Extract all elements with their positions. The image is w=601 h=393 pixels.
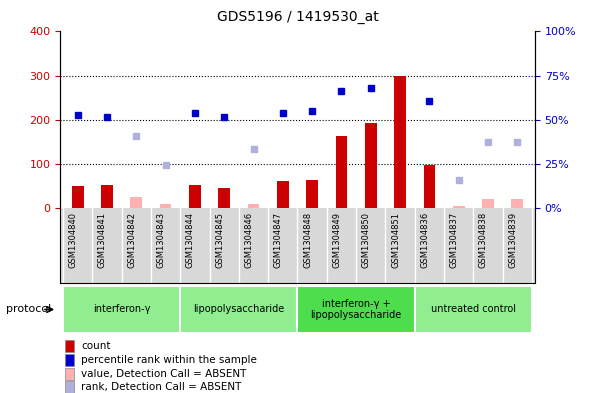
Text: protocol: protocol (6, 305, 51, 314)
Text: GSM1304848: GSM1304848 (303, 212, 312, 268)
Bar (218, 188, 230, 208)
Bar (189, 185, 201, 208)
Text: GSM1304851: GSM1304851 (391, 212, 400, 268)
Text: rank, Detection Call = ABSENT: rank, Detection Call = ABSENT (82, 382, 242, 393)
Bar (65, 340, 75, 352)
Text: GSM1304840: GSM1304840 (69, 212, 78, 268)
Text: percentile rank within the sample: percentile rank within the sample (82, 355, 257, 365)
Bar (335, 136, 347, 208)
Text: GSM1304836: GSM1304836 (420, 212, 429, 268)
Bar (297, 286, 415, 333)
Bar (453, 206, 465, 208)
Text: GSM1304847: GSM1304847 (274, 212, 283, 268)
Bar (65, 368, 75, 380)
Bar (101, 185, 113, 208)
Bar (65, 382, 75, 393)
Text: interferon-γ: interferon-γ (93, 305, 150, 314)
Bar (365, 123, 377, 208)
Bar (482, 198, 494, 208)
Text: GSM1304841: GSM1304841 (98, 212, 107, 268)
Text: interferon-γ +
lipopolysaccharide: interferon-γ + lipopolysaccharide (311, 299, 401, 320)
Bar (394, 75, 406, 208)
Bar (307, 180, 318, 208)
Bar (72, 186, 84, 208)
Bar (415, 286, 532, 333)
Text: GSM1304837: GSM1304837 (450, 212, 459, 268)
Bar (511, 198, 523, 208)
Bar (63, 286, 180, 333)
Text: GSM1304838: GSM1304838 (479, 212, 488, 268)
Bar (160, 204, 171, 208)
Bar (277, 181, 288, 208)
Text: GSM1304845: GSM1304845 (215, 212, 224, 268)
Bar (424, 165, 435, 208)
Text: value, Detection Call = ABSENT: value, Detection Call = ABSENT (82, 369, 247, 379)
Text: untreated control: untreated control (431, 305, 516, 314)
Bar (130, 197, 142, 208)
Text: GSM1304839: GSM1304839 (508, 212, 517, 268)
Text: GSM1304842: GSM1304842 (127, 212, 136, 268)
Bar (248, 204, 260, 208)
Text: GDS5196 / 1419530_at: GDS5196 / 1419530_at (216, 9, 379, 24)
Text: GSM1304844: GSM1304844 (186, 212, 195, 268)
Text: lipopolysaccharide: lipopolysaccharide (194, 305, 284, 314)
Text: GSM1304850: GSM1304850 (362, 212, 371, 268)
Bar (180, 286, 297, 333)
Text: GSM1304846: GSM1304846 (245, 212, 254, 268)
Text: GSM1304849: GSM1304849 (332, 212, 341, 268)
Text: count: count (82, 341, 111, 351)
Bar (65, 354, 75, 366)
Text: GSM1304843: GSM1304843 (157, 212, 166, 268)
